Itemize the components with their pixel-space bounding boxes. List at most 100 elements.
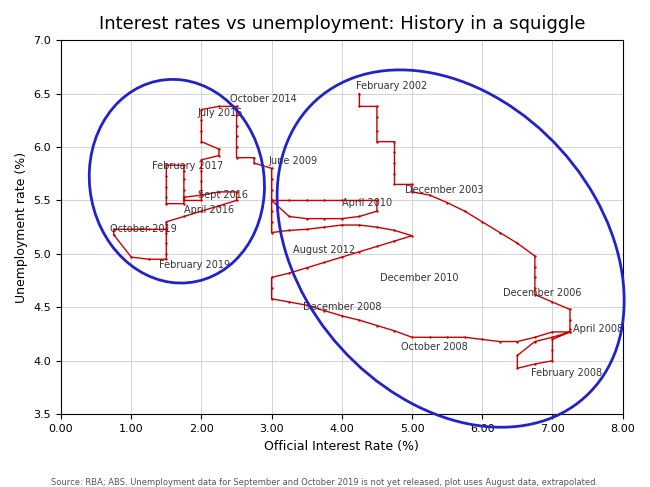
Point: [214, 202, 224, 210]
Point: [354, 90, 365, 97]
Point: [512, 337, 523, 345]
Point: [372, 127, 382, 135]
Point: [179, 193, 189, 201]
Text: December 2010: December 2010: [380, 273, 459, 283]
Point: [530, 334, 540, 341]
Point: [179, 200, 189, 207]
Point: [354, 102, 365, 110]
Point: [126, 253, 136, 261]
Point: [231, 188, 242, 196]
Point: [407, 188, 417, 196]
Point: [196, 167, 207, 174]
Point: [231, 154, 242, 162]
Point: [442, 334, 452, 341]
Point: [530, 252, 540, 260]
Point: [161, 200, 172, 207]
Point: [196, 191, 207, 199]
Point: [389, 149, 400, 156]
Point: [266, 274, 277, 281]
Point: [196, 177, 207, 185]
Point: [196, 106, 207, 113]
Text: Source: RBA; ABS. Unemployment data for September and October 2019 is not yet re: Source: RBA; ABS. Unemployment data for …: [51, 478, 599, 487]
Point: [179, 197, 189, 205]
Point: [214, 145, 224, 153]
Point: [530, 263, 540, 271]
Text: October 2019: October 2019: [110, 225, 177, 234]
Point: [460, 334, 470, 341]
Point: [266, 295, 277, 303]
Point: [389, 138, 400, 146]
Point: [179, 167, 189, 174]
Point: [547, 334, 558, 341]
Point: [372, 243, 382, 250]
Point: [161, 228, 172, 236]
Point: [547, 346, 558, 354]
Point: [196, 116, 207, 124]
Point: [284, 269, 294, 277]
Point: [266, 197, 277, 205]
Point: [337, 221, 347, 229]
Point: [302, 197, 312, 205]
Point: [302, 225, 312, 233]
Point: [319, 197, 330, 205]
Point: [284, 213, 294, 221]
Point: [161, 172, 172, 180]
Point: [284, 226, 294, 234]
Point: [161, 239, 172, 247]
Point: [161, 255, 172, 263]
Point: [214, 151, 224, 159]
Point: [231, 111, 242, 119]
Point: [372, 138, 382, 146]
Point: [337, 312, 347, 320]
Point: [109, 231, 119, 239]
Point: [354, 248, 365, 256]
Point: [372, 207, 382, 215]
Point: [477, 336, 488, 343]
Point: [196, 138, 207, 146]
Point: [266, 186, 277, 194]
Point: [530, 291, 540, 299]
Point: [231, 197, 242, 205]
Point: [231, 143, 242, 151]
Point: [266, 218, 277, 226]
Point: [231, 132, 242, 140]
Point: [565, 325, 575, 333]
Point: [144, 225, 154, 233]
Text: February 2008: February 2008: [531, 368, 603, 378]
Point: [179, 186, 189, 194]
Text: February 2019: February 2019: [159, 261, 231, 270]
Point: [372, 102, 382, 110]
Text: December 2008: December 2008: [303, 302, 382, 312]
Point: [126, 225, 136, 233]
Point: [530, 360, 540, 368]
Point: [354, 213, 365, 221]
Point: [249, 154, 259, 162]
Point: [512, 364, 523, 372]
Point: [249, 159, 259, 167]
Point: [161, 183, 172, 190]
Point: [565, 305, 575, 313]
Point: [389, 181, 400, 188]
Point: [302, 301, 312, 309]
Point: [354, 221, 365, 229]
Text: Sept 2016: Sept 2016: [198, 190, 248, 200]
Point: [196, 188, 207, 196]
Point: [495, 228, 505, 236]
Text: October 2008: October 2008: [402, 341, 468, 352]
Text: December 2003: December 2003: [405, 185, 484, 195]
Point: [389, 237, 400, 245]
Point: [231, 122, 242, 130]
Text: August 2012: August 2012: [292, 245, 355, 255]
Point: [495, 337, 505, 345]
Point: [530, 337, 540, 345]
Point: [214, 102, 224, 110]
Point: [179, 161, 189, 169]
Point: [161, 250, 172, 258]
Point: [389, 327, 400, 335]
Point: [266, 228, 277, 236]
Text: February 2002: February 2002: [356, 81, 427, 92]
Point: [196, 156, 207, 164]
Point: [372, 197, 382, 205]
Point: [161, 193, 172, 201]
Point: [196, 197, 207, 205]
